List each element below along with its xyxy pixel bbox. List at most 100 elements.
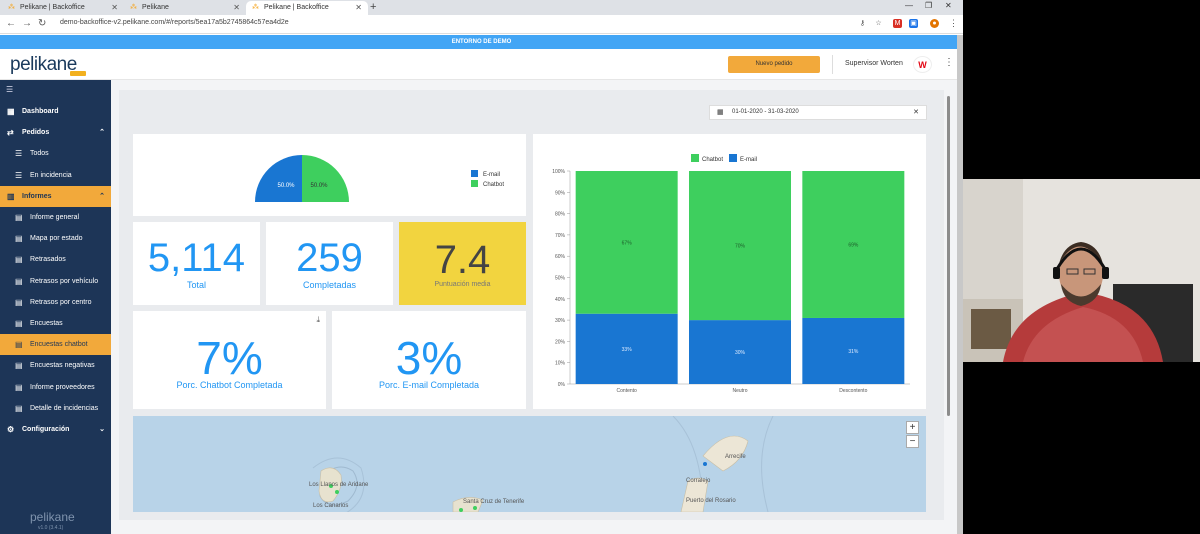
kpi-total-value: 5,114	[147, 236, 246, 280]
y-tick-label: 80%	[555, 212, 566, 218]
delivery-map[interactable]: Los Llanos de Aridane Los Canarios Santa…	[133, 416, 926, 512]
report-icon: ▤	[15, 340, 23, 350]
more-menu-icon[interactable]: ⋮	[944, 57, 954, 68]
kpi-score-value: 7.4	[434, 238, 491, 282]
clear-date-icon[interactable]: ✕	[913, 109, 919, 116]
url-field[interactable]: demo-backoffice-v2.pelikane.com/#/report…	[60, 19, 289, 26]
profile-avatar-icon[interactable]: ●	[930, 19, 939, 28]
chevron-up-icon: ⌃	[99, 192, 105, 200]
kpi-total-card: 5,114 Total	[133, 222, 260, 305]
map-label: Puerto del Rosario	[686, 498, 736, 504]
y-tick-label: 0%	[558, 382, 566, 388]
bar-e-mail-neutro	[689, 320, 791, 384]
report-icon: ▤	[15, 382, 23, 392]
sidebar-item-dashboard[interactable]: ▦ Dashboard	[0, 101, 111, 122]
pelikane-favicon: ⁂	[130, 4, 137, 11]
logo-badge	[70, 71, 86, 76]
restore-icon[interactable]: ❐	[925, 1, 933, 10]
sidebar-item-todos[interactable]: ☰ Todos	[0, 143, 111, 165]
report-icon: ▤	[15, 361, 23, 371]
key-icon[interactable]: ⚷	[859, 20, 866, 27]
sidebar-item-configuracion[interactable]: ⚙ Configuración ⌄	[0, 419, 111, 440]
dashboard-icon: ▦	[7, 107, 15, 116]
extension-icon[interactable]: ▣	[909, 19, 918, 28]
back-icon[interactable]: ←	[6, 18, 16, 29]
map-label: Los Llanos de Aridane	[309, 482, 369, 488]
sidebar-item-informes[interactable]: ▥ Informes ⌃	[0, 185, 111, 207]
legend-swatch-email	[471, 170, 478, 177]
minimize-icon[interactable]: —	[905, 1, 913, 10]
y-tick-label: 70%	[555, 233, 566, 239]
date-range-filter[interactable]: ▦ 01-01-2020 - 31-03-2020 ✕	[709, 105, 927, 120]
y-tick-label: 30%	[555, 318, 566, 324]
sidebar-item-retrasados[interactable]: ▤ Retrasados	[0, 249, 111, 271]
sidebar-item-encuestas[interactable]: ▤ Encuestas	[0, 313, 111, 334]
sidebar-item-detalle-de-incidencias[interactable]: ▤ Detalle de incidencias	[0, 397, 111, 419]
new-tab-icon[interactable]: +	[370, 1, 377, 13]
legend-swatch-chatbot	[471, 180, 478, 187]
bar-chatbot-neutro	[689, 171, 791, 321]
sidebar-item-label: Encuestas	[30, 320, 63, 327]
page-scrollbar[interactable]	[957, 35, 963, 534]
sidebar-item-en-incidencia[interactable]: ☰ En incidencia	[0, 164, 111, 186]
fuerteventura-island	[680, 477, 709, 512]
bar-data-label: 69%	[848, 242, 859, 248]
sidebar-item-informe-proveedores[interactable]: ▤ Informe proveedores	[0, 376, 111, 398]
sidebar-item-mapa-por-estado[interactable]: ▤ Mapa por estado	[0, 228, 111, 250]
browser-tab-1[interactable]: ⁂ Pelikane | Backoffice ✕	[2, 1, 124, 15]
zoom-out-button[interactable]: −	[906, 435, 919, 448]
y-tick-label: 90%	[555, 190, 566, 196]
kpi-completed-label: Completadas	[302, 280, 357, 290]
y-tick-label: 20%	[555, 339, 566, 345]
bar-data-label: 33%	[622, 347, 633, 353]
map-label: Corralejo	[686, 478, 711, 484]
sidebar-item-informe-general[interactable]: ▤ Informe general	[0, 207, 111, 228]
sidebar-item-retrasos-por-centro[interactable]: ▤ Retrasos por centro	[0, 291, 111, 313]
browser-menu-icon[interactable]: ⋮	[949, 18, 958, 28]
download-icon[interactable]: ⤓	[316, 315, 320, 324]
collapse-sidebar-icon[interactable]: ☰	[6, 85, 14, 94]
reload-icon[interactable]: ↻	[38, 18, 47, 29]
forward-icon[interactable]: →	[22, 18, 32, 29]
sidebar-item-pedidos[interactable]: ⇄ Pedidos ⌃	[0, 122, 111, 143]
browser-tab-3[interactable]: ⁂ Pelikane | Backoffice ✕	[246, 1, 368, 15]
star-icon[interactable]: ☆	[875, 20, 882, 27]
sidebar-item-encuestas-negativas[interactable]: ▤ Encuestas negativas	[0, 355, 111, 377]
kpi-chatbot-pct-label: Porc. Chatbot Completada	[176, 380, 283, 390]
lanzarote-island	[702, 435, 749, 472]
version-label: v1.0 (3.4.1)	[38, 525, 64, 531]
report-icon: ▤	[15, 276, 23, 286]
close-window-icon[interactable]: ✕	[945, 1, 952, 10]
report-content: ▦ 01-01-2020 - 31-03-2020 ✕ 50.0% 50.0% …	[119, 90, 950, 520]
zoom-in-button[interactable]: +	[906, 421, 919, 434]
bar-chatbot-contento	[575, 171, 678, 314]
map-label: Los Canarios	[313, 503, 348, 509]
demo-banner: ENTORNO DE DEMO	[0, 35, 963, 49]
sidebar-item-label: Detalle de incidencias	[30, 404, 99, 412]
pelikane-logo[interactable]: pelikane	[10, 54, 77, 75]
channel-pie-chart: 50.0% 50.0% E-mail Chatbot	[255, 155, 504, 202]
legend-label-e-mail: E-mail	[740, 157, 757, 163]
new-order-button[interactable]: Nuevo pedido	[728, 56, 820, 73]
report-icon: ▤	[15, 297, 23, 307]
sidebar: ☰ ▦ Dashboard ⇄ Pedidos ⌃ ☰ Todos ☰ En incidenci…	[0, 80, 111, 534]
bar-e-mail-contento	[575, 313, 678, 384]
content-scrollbar[interactable]	[947, 96, 950, 416]
date-range-value: 01-01-2020 - 31-03-2020	[732, 109, 799, 115]
gmail-icon[interactable]: M	[893, 19, 902, 28]
worten-logo[interactable]: W	[913, 56, 932, 73]
browser-tab-2[interactable]: ⁂ Pelikane ✕	[124, 1, 246, 15]
bar-data-label: 70%	[735, 244, 746, 250]
sidebar-item-retrasos-por-vehiculo[interactable]: ▤ Retrasos por vehículo	[0, 270, 111, 292]
legend-swatch-e-mail	[729, 154, 737, 162]
map-label: Santa Cruz de Tenerife	[463, 499, 525, 505]
presenter-video	[963, 179, 1200, 362]
close-icon[interactable]: ✕	[111, 3, 118, 12]
report-icon: ▤	[15, 403, 23, 413]
bar-data-label: 30%	[735, 350, 746, 356]
close-icon[interactable]: ✕	[355, 3, 362, 12]
close-icon[interactable]: ✕	[233, 3, 240, 12]
sidebar-item-encuestas-chatbot[interactable]: ▤ Encuestas chatbot	[0, 334, 111, 356]
user-name[interactable]: Supervisor Worten	[845, 60, 903, 67]
kpi-total-label: Total	[186, 280, 206, 290]
